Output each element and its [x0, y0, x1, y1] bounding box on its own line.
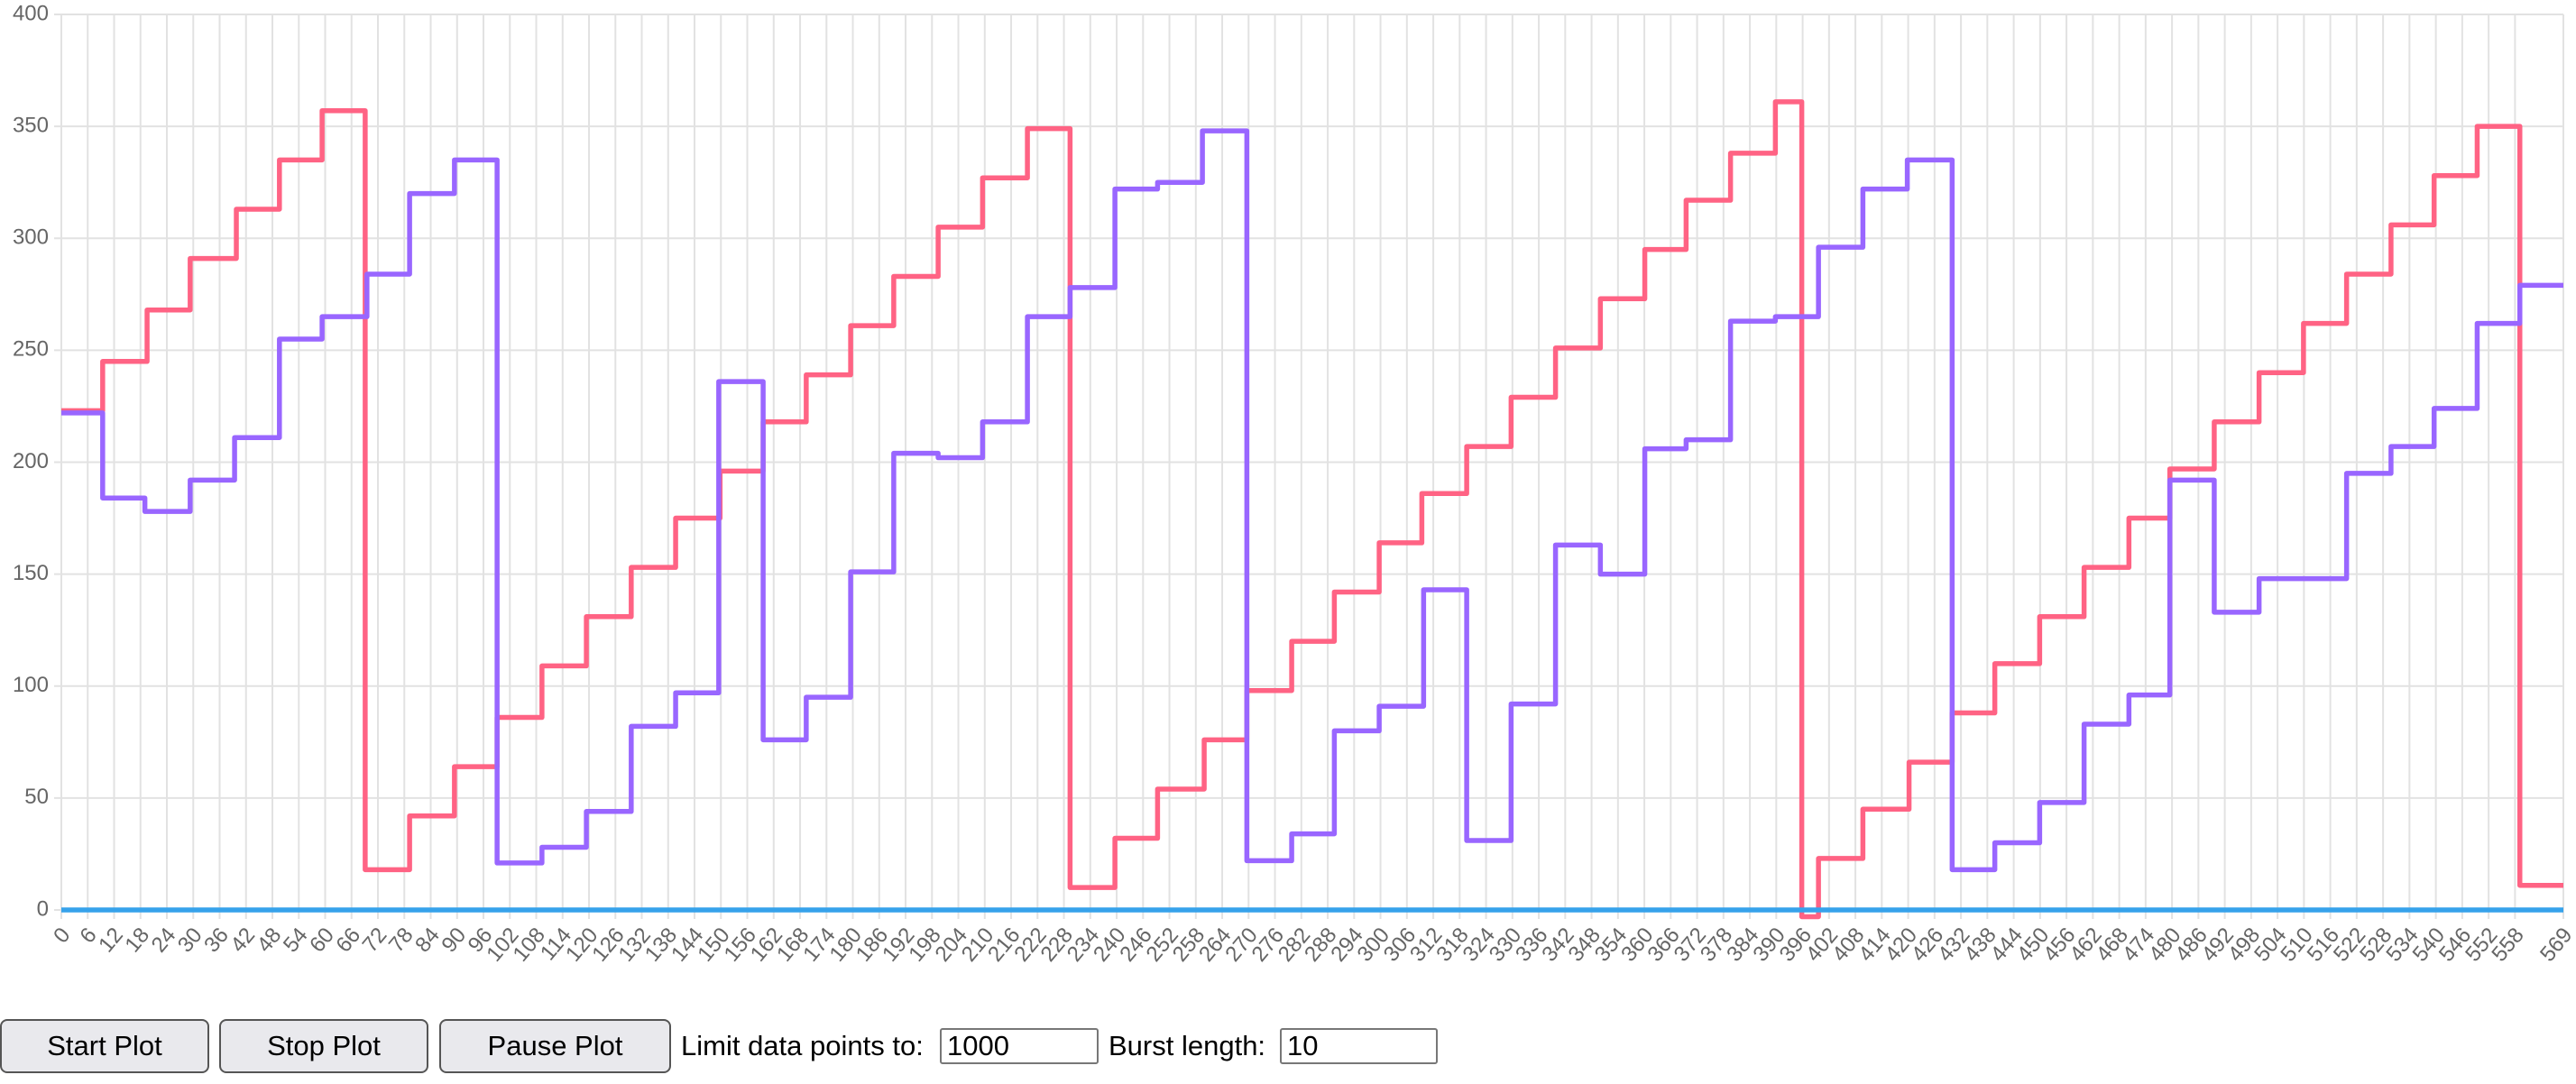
- y-tick-label: 0: [37, 896, 49, 921]
- y-tick-label: 50: [24, 785, 49, 809]
- start-button[interactable]: Start Plot: [0, 1019, 209, 1073]
- y-tick-label: 150: [13, 561, 49, 585]
- x-tick-label: 569: [2535, 923, 2576, 967]
- burst-input[interactable]: [1280, 1028, 1438, 1064]
- y-tick-label: 250: [13, 337, 49, 362]
- burst-label: Burst length:: [1109, 1030, 1266, 1061]
- y-tick-label: 200: [13, 449, 49, 473]
- y-tick-label: 300: [13, 225, 49, 250]
- y-tick-label: 350: [13, 113, 49, 137]
- stop-button[interactable]: Stop Plot: [219, 1019, 428, 1073]
- limit-input[interactable]: [940, 1028, 1099, 1064]
- y-tick-label: 400: [13, 1, 49, 25]
- series-line: [61, 99, 2563, 920]
- y-tick-label: 100: [13, 673, 49, 697]
- limit-label: Limit data points to:: [681, 1030, 924, 1061]
- x-tick-label: 0: [49, 923, 75, 949]
- pause-button[interactable]: Pause Plot: [439, 1019, 671, 1073]
- series-line: [61, 128, 2563, 873]
- x-tick-label: 558: [2487, 923, 2528, 967]
